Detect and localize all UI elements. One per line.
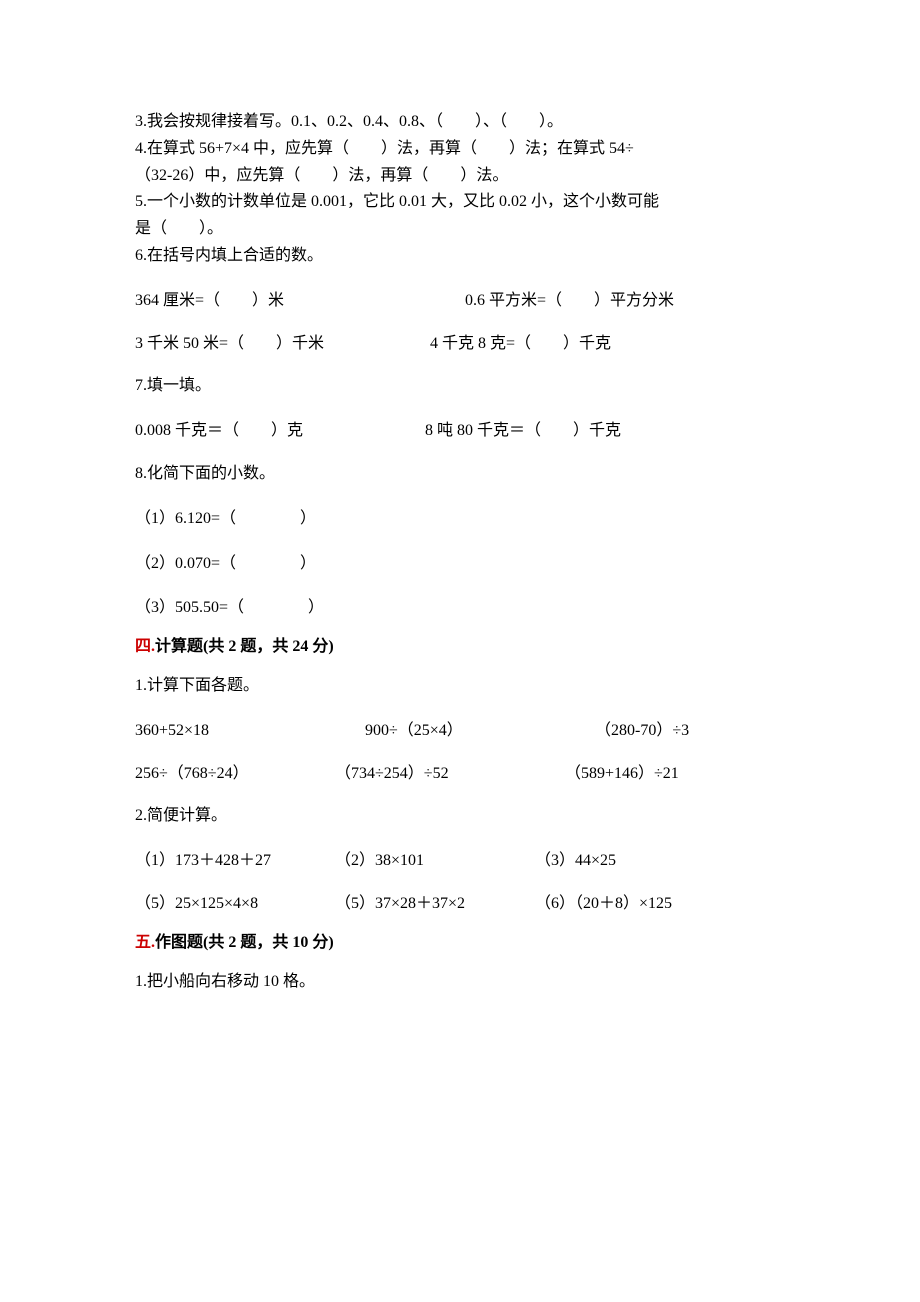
- draw-q1: 1.把小船向右移动 10 格。: [135, 970, 785, 995]
- worksheet-page: 3.我会按规律接着写。0.1、0.2、0.4、0.8、（ ）、（ ）。 4.在算…: [0, 0, 920, 1302]
- calc-q2-r1b: （2）38×101: [335, 849, 535, 874]
- fill-q8-2: （2）0.070=（ ）: [135, 552, 785, 577]
- fill-q5-line1: 5.一个小数的计数单位是 0.001，它比 0.01 大，又比 0.02 小，这…: [135, 190, 785, 215]
- fill-q6-r1a: 364 厘米=（ ）米: [135, 289, 465, 314]
- calc-q1-r2b: （734÷254）÷52: [335, 762, 565, 787]
- section-5-num: 五.: [135, 934, 155, 951]
- fill-q4-line1: 4.在算式 56+7×4 中，应先算（ ）法，再算（ ）法；在算式 54÷: [135, 137, 785, 162]
- calc-q2-r2a: （5）25×125×4×8: [135, 892, 335, 917]
- fill-q6-row2: 3 千米 50 米=（ ）千米 4 千克 8 克=（ ）千克: [135, 332, 785, 357]
- calc-q2-r1c: （3）44×25: [535, 849, 616, 874]
- section-4-num: 四.: [135, 638, 155, 655]
- fill-q7-row: 0.008 千克＝（ ）克 8 吨 80 千克＝（ ）千克: [135, 419, 785, 444]
- calc-q1-row2: 256÷（768÷24） （734÷254）÷52 （589+146）÷21: [135, 762, 785, 787]
- fill-q7-b: 8 吨 80 千克＝（ ）千克: [425, 419, 621, 444]
- section-4-rest: 计算题(共 2 题，共 24 分): [155, 638, 334, 655]
- calc-q1-row1: 360+52×18 900÷（25×4） （280-70）÷3: [135, 719, 785, 744]
- fill-q6-r1b: 0.6 平方米=（ ）平方分米: [465, 289, 674, 314]
- fill-q7-a: 0.008 千克＝（ ）克: [135, 419, 425, 444]
- section-5-rest: 作图题(共 2 题，共 10 分): [155, 934, 334, 951]
- fill-q4-line2: （32-26）中，应先算（ ）法，再算（ ）法。: [135, 164, 785, 189]
- calc-q2-r2c: （6）（20＋8）×125: [535, 892, 672, 917]
- fill-q8-1: （1）6.120=（ ）: [135, 507, 785, 532]
- calc-q1-r2a: 256÷（768÷24）: [135, 762, 335, 787]
- fill-q6-r2b: 4 千克 8 克=（ ）千克: [430, 332, 611, 357]
- section-4-heading: 四.计算题(共 2 题，共 24 分): [135, 635, 785, 660]
- section-5-heading: 五.作图题(共 2 题，共 10 分): [135, 931, 785, 956]
- calc-q1-r1b: 900÷（25×4）: [365, 719, 595, 744]
- fill-q7: 7.填一填。: [135, 374, 785, 399]
- fill-q3: 3.我会按规律接着写。0.1、0.2、0.4、0.8、（ ）、（ ）。: [135, 110, 785, 135]
- calc-q2-row2: （5）25×125×4×8 （5）37×28＋37×2 （6）（20＋8）×12…: [135, 892, 785, 917]
- calc-q2-r2b: （5）37×28＋37×2: [335, 892, 535, 917]
- fill-q6-row1: 364 厘米=（ ）米 0.6 平方米=（ ）平方分米: [135, 289, 785, 314]
- calc-q1-r1c: （280-70）÷3: [595, 719, 689, 744]
- calc-q1: 1.计算下面各题。: [135, 674, 785, 699]
- calc-q1-r2c: （589+146）÷21: [565, 762, 679, 787]
- fill-q8: 8.化简下面的小数。: [135, 462, 785, 487]
- calc-q2-r1a: （1）173＋428＋27: [135, 849, 335, 874]
- calc-q2: 2.简便计算。: [135, 804, 785, 829]
- fill-q6-r2a: 3 千米 50 米=（ ）千米: [135, 332, 430, 357]
- fill-q8-3: （3）505.50=（ ）: [135, 596, 785, 621]
- calc-q2-row1: （1）173＋428＋27 （2）38×101 （3）44×25: [135, 849, 785, 874]
- calc-q1-r1a: 360+52×18: [135, 719, 365, 744]
- fill-q5-line2: 是（ ）。: [135, 217, 785, 242]
- fill-q6: 6.在括号内填上合适的数。: [135, 244, 785, 269]
